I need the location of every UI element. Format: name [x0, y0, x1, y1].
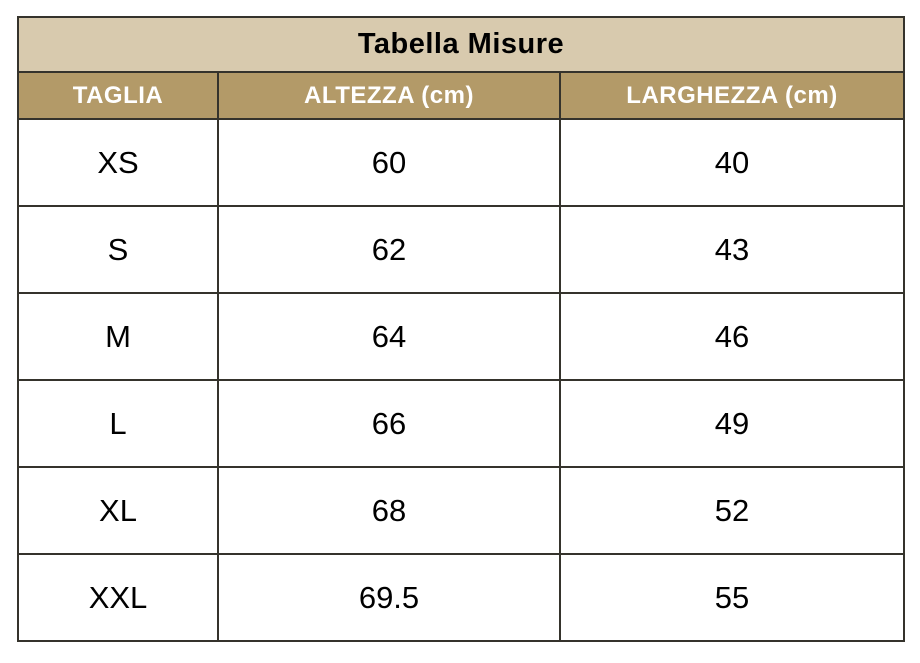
table-body: XS 60 40 S 62 43 M 64 46 L 66 49 XL 68 52 XXL 69.5 55 [17, 118, 905, 642]
width-cell: 55 [559, 553, 905, 642]
table-row: L 66 49 [17, 379, 905, 468]
table-row: XL 68 52 [17, 466, 905, 555]
size-cell: M [17, 292, 219, 381]
height-cell: 64 [217, 292, 561, 381]
size-chart-container: Tabella Misure TAGLIA ALTEZZA (cm) LARGHEZ… [17, 16, 905, 642]
size-cell: XL [17, 466, 219, 555]
column-header-taglia: TAGLIA [17, 71, 219, 120]
size-table: Tabella Misure TAGLIA ALTEZZA (cm) LARGHEZ… [17, 16, 905, 642]
table-header-row: TAGLIA ALTEZZA (cm) LARGHEZZA (cm) [17, 71, 905, 120]
size-cell: XXL [17, 553, 219, 642]
table-row: XXL 69.5 55 [17, 553, 905, 642]
width-cell: 49 [559, 379, 905, 468]
size-cell: XS [17, 118, 219, 207]
height-cell: 62 [217, 205, 561, 294]
height-cell: 60 [217, 118, 561, 207]
table-title-row: Tabella Misure [17, 16, 905, 73]
width-cell: 43 [559, 205, 905, 294]
height-cell: 68 [217, 466, 561, 555]
table-row: M 64 46 [17, 292, 905, 381]
height-cell: 69.5 [217, 553, 561, 642]
table-row: S 62 43 [17, 205, 905, 294]
width-cell: 46 [559, 292, 905, 381]
height-cell: 66 [217, 379, 561, 468]
size-cell: L [17, 379, 219, 468]
width-cell: 52 [559, 466, 905, 555]
column-header-altezza-cm: ALTEZZA (cm) [217, 71, 561, 120]
column-header-larghezza-cm: LARGHEZZA (cm) [559, 71, 905, 120]
table-title: Tabella Misure [17, 16, 905, 73]
width-cell: 40 [559, 118, 905, 207]
size-cell: S [17, 205, 219, 294]
table-row: XS 60 40 [17, 118, 905, 207]
